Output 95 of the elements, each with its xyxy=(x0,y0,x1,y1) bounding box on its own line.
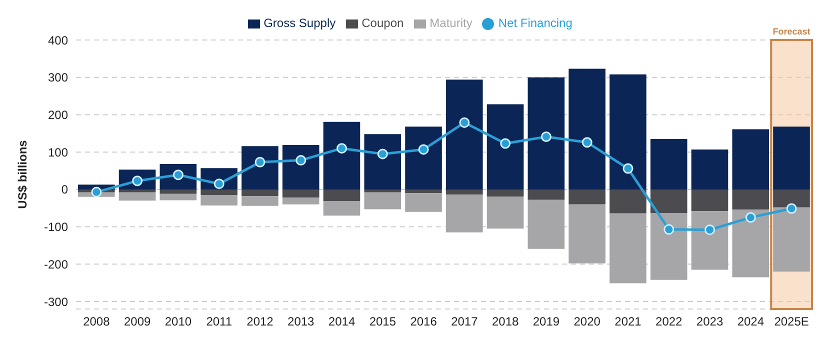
y-tick-label: 100 xyxy=(48,145,68,160)
bar xyxy=(405,189,442,194)
bar xyxy=(446,80,483,190)
bar xyxy=(405,126,442,190)
point xyxy=(459,117,470,128)
bar xyxy=(200,189,238,196)
point xyxy=(786,203,797,214)
bar xyxy=(486,196,524,229)
y-tick-label: 0 xyxy=(61,182,68,197)
bar xyxy=(773,207,810,272)
y-tick-label: 400 xyxy=(48,33,68,48)
y-tick-label: 300 xyxy=(48,70,68,85)
bar xyxy=(282,189,320,198)
bar xyxy=(446,189,483,195)
legend-label: Gross Supply xyxy=(264,16,336,30)
x-tick-label: 2008 xyxy=(83,314,110,329)
point xyxy=(91,186,102,198)
x-tick-label: 2013 xyxy=(288,314,315,329)
legend-label: Maturity xyxy=(430,16,472,30)
bar xyxy=(773,189,810,208)
point xyxy=(664,224,674,235)
bar xyxy=(610,189,646,214)
y-tick-label: 200 xyxy=(48,108,68,122)
bar xyxy=(282,144,320,190)
bar xyxy=(282,198,320,204)
bar xyxy=(364,134,402,190)
x-tick-label: 2010 xyxy=(164,314,192,329)
bar xyxy=(650,139,688,190)
bar xyxy=(732,129,770,190)
bar xyxy=(610,213,646,284)
bar xyxy=(732,210,770,278)
x-tick-label: 2018 xyxy=(492,314,520,329)
x-tick-label: 2016 xyxy=(410,314,438,329)
point xyxy=(540,132,552,142)
bar xyxy=(323,189,360,202)
band-label: Forecast xyxy=(772,26,810,36)
x-tick-label: 2019 xyxy=(532,314,560,329)
x-tick-label: 2020 xyxy=(574,314,601,329)
bar xyxy=(323,201,360,216)
bar xyxy=(118,192,156,201)
bar xyxy=(732,189,770,210)
point xyxy=(296,155,306,166)
bar xyxy=(528,77,565,190)
point xyxy=(336,143,348,154)
x-tick-label: 2012 xyxy=(246,314,274,329)
bar xyxy=(568,68,606,190)
legend-label: Net Financing xyxy=(498,16,572,30)
legend-label: Coupon xyxy=(362,16,404,30)
bar xyxy=(773,126,810,190)
x-tick-label: 2009 xyxy=(124,314,152,329)
y-tick-label: -300 xyxy=(44,294,68,309)
bar xyxy=(691,149,728,190)
point xyxy=(582,137,592,148)
bar xyxy=(610,74,646,190)
bar xyxy=(528,200,565,249)
bar xyxy=(691,211,728,270)
bar xyxy=(691,189,728,212)
x-tick-label: 2011 xyxy=(206,314,232,329)
point xyxy=(254,156,266,168)
bar xyxy=(568,204,606,264)
bar xyxy=(446,194,483,232)
bar xyxy=(486,104,524,190)
x-tick-label: 2023 xyxy=(696,314,724,329)
x-tick-label: 2025E xyxy=(774,314,809,329)
x-tick-label: 2014 xyxy=(328,314,356,329)
x-tick-label: 2017 xyxy=(451,314,478,329)
bar xyxy=(405,193,442,212)
y-tick-label: -200 xyxy=(44,257,68,272)
point xyxy=(377,148,388,160)
bar xyxy=(650,212,688,280)
point xyxy=(622,163,634,174)
x-tick-label: 2024 xyxy=(737,314,764,329)
bar xyxy=(160,194,197,200)
bar xyxy=(528,189,565,200)
point xyxy=(745,212,756,223)
x-tick-label: 2015 xyxy=(369,314,396,329)
bar xyxy=(364,189,402,192)
bar xyxy=(568,189,606,204)
point xyxy=(418,144,429,155)
bar xyxy=(323,122,360,190)
bar xyxy=(118,189,156,192)
y-axis-title: US$ billions xyxy=(15,140,30,209)
bar xyxy=(650,189,688,213)
point xyxy=(704,224,716,236)
bar xyxy=(242,146,278,190)
bar xyxy=(242,196,278,206)
x-tick-label: 2021 xyxy=(614,314,642,329)
y-tick-label: -100 xyxy=(44,220,68,234)
x-tick-label: 2022 xyxy=(656,314,683,329)
bar xyxy=(160,189,197,194)
bar xyxy=(364,192,402,210)
bar xyxy=(200,195,238,206)
point xyxy=(500,138,511,149)
bar xyxy=(486,189,524,197)
bar xyxy=(242,189,278,196)
